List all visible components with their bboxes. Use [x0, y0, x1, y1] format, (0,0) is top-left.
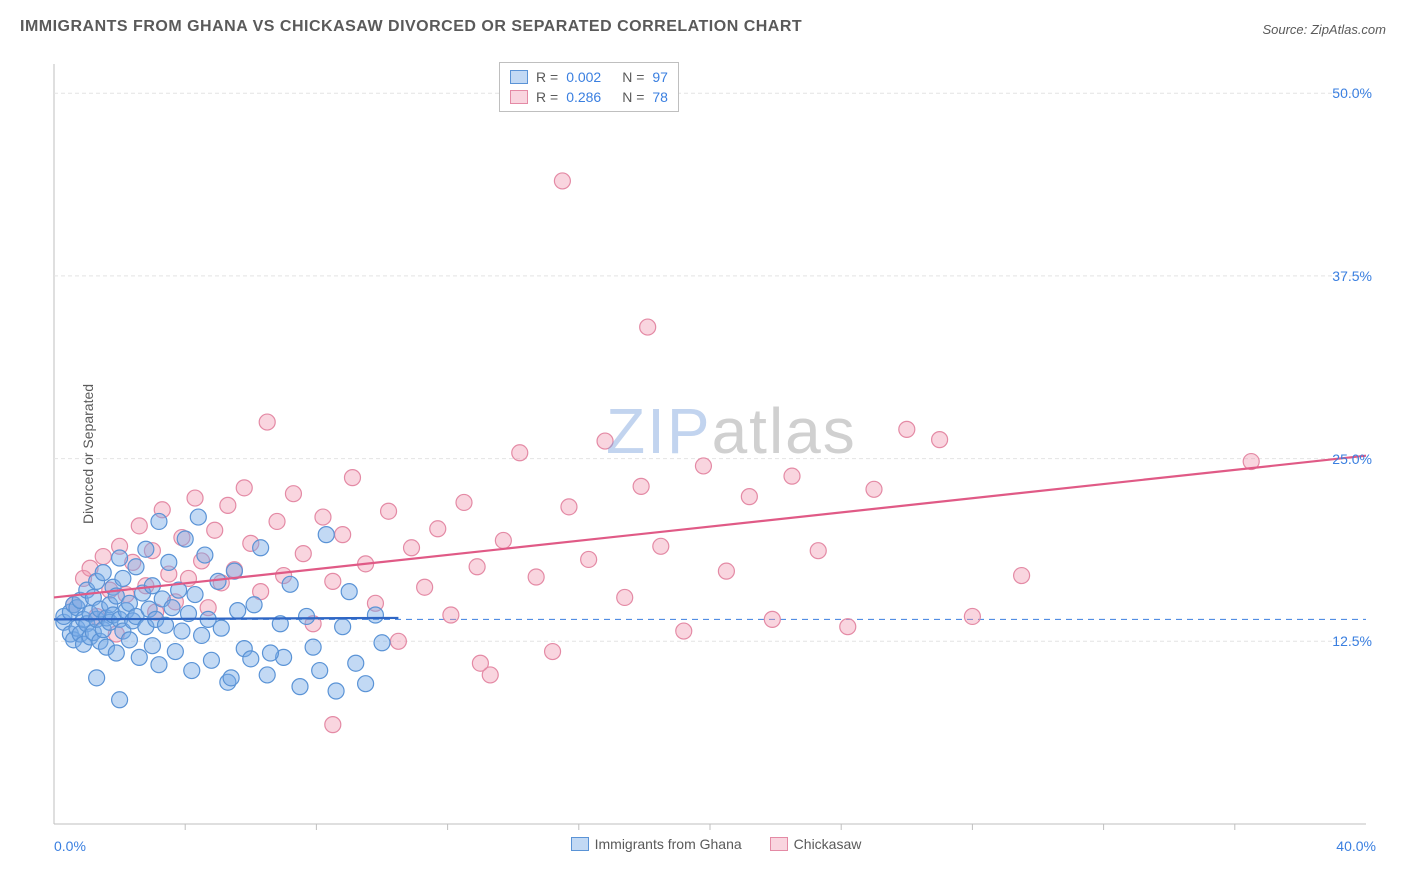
n-label: N = — [622, 87, 644, 107]
legend-swatch — [510, 70, 528, 84]
chart-title: IMMIGRANTS FROM GHANA VS CHICKASAW DIVOR… — [20, 18, 802, 36]
legend-item-chickasaw: Chickasaw — [770, 836, 862, 852]
legend-swatch-blue — [571, 837, 589, 851]
y-tick-label: 37.5% — [1332, 268, 1372, 284]
legend-item-ghana: Immigrants from Ghana — [571, 836, 742, 852]
source-attribution: Source: ZipAtlas.com — [1262, 22, 1386, 37]
legend-label-chickasaw: Chickasaw — [794, 836, 862, 852]
n-value: 97 — [652, 67, 668, 87]
y-tick-label: 12.5% — [1332, 633, 1372, 649]
scatter-plot-svg — [46, 54, 1386, 854]
legend-swatch — [510, 90, 528, 104]
legend-swatch-pink — [770, 837, 788, 851]
correlation-legend-row: R = 0.002 N = 97 — [510, 67, 668, 87]
y-tick-label: 25.0% — [1332, 451, 1372, 467]
source-name: ZipAtlas.com — [1311, 22, 1386, 37]
chart-area: Divorced or Separated R = 0.002 N = 97 R = 0.… — [46, 54, 1386, 854]
y-tick-label: 50.0% — [1332, 85, 1372, 101]
n-label: N = — [622, 67, 644, 87]
correlation-legend: R = 0.002 N = 97 R = 0.286 N = 78 — [499, 62, 679, 112]
r-label: R = — [536, 87, 558, 107]
r-value: 0.002 — [566, 67, 614, 87]
correlation-legend-row: R = 0.286 N = 78 — [510, 87, 668, 107]
r-label: R = — [536, 67, 558, 87]
n-value: 78 — [652, 87, 668, 107]
series-legend: Immigrants from Ghana Chickasaw — [46, 836, 1386, 852]
source-label: Source: — [1262, 22, 1310, 37]
legend-label-ghana: Immigrants from Ghana — [595, 836, 742, 852]
y-axis-title: Divorced or Separated — [80, 384, 96, 524]
r-value: 0.286 — [566, 87, 614, 107]
